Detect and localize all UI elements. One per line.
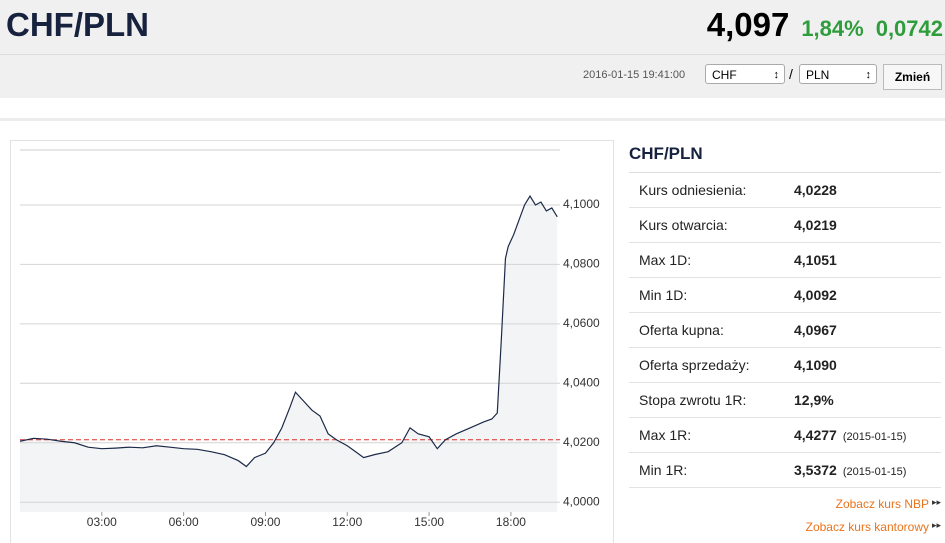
to-currency: PLN: [806, 68, 830, 82]
row-label: Kurs odniesienia:: [639, 182, 747, 198]
quote: 4,097 1,84% 0,0742: [707, 6, 943, 44]
value-text: 12,9%: [794, 392, 834, 408]
row-label: Min 1D:: [639, 287, 688, 303]
row-label: Max 1D:: [639, 252, 692, 268]
value-text: 3,5372: [794, 462, 837, 478]
y-tick-label: 4,1000: [563, 197, 600, 211]
row-note: (2015-01-15): [842, 466, 907, 478]
price: 4,097: [706, 6, 790, 43]
panel-title: CHF/PLN: [629, 140, 941, 173]
value-text: 4,1090: [794, 357, 837, 373]
x-tick-label: 03:00: [87, 515, 117, 529]
y-tick-label: 4,0200: [563, 435, 600, 449]
value-text: 4,4277: [794, 427, 837, 443]
row-label: Kurs otwarcia:: [639, 217, 728, 233]
link[interactable]: Zobacz kurs kantorowy: [629, 520, 941, 534]
info-row: Max 1R: 4,4277 (2015-01-15): [629, 418, 941, 453]
value-text: 4,0228: [794, 182, 837, 198]
row-value: 4,4277 (2015-01-15): [794, 418, 906, 454]
y-tick-label: 4,0600: [563, 316, 600, 330]
row-value: 4,0092: [794, 278, 837, 312]
value-text: 4,0967: [794, 322, 837, 338]
info-row: Stopa zwrotu 1R: 12,9%: [629, 383, 941, 418]
row-label: Oferta kupna:: [639, 322, 724, 338]
x-tick-label: 15:00: [414, 515, 444, 529]
chart: 4,0000 4,0200 4,0400 4,0600 4,0800 4,1000 03:0…: [10, 140, 614, 543]
row-note: (2015-01-15): [842, 431, 907, 443]
header: [0, 0, 945, 98]
pair-title: CHF/PLN: [6, 6, 149, 43]
band: [0, 118, 945, 121]
value-text: 4,0219: [794, 217, 837, 233]
row-value: 3,5372 (2015-01-15): [794, 453, 906, 489]
info-row: Oferta kupna: 4,0967: [629, 313, 941, 348]
x-tick-label: 18:00: [496, 515, 526, 529]
price-line: [19, 194, 558, 468]
change-button[interactable]: Zmień: [883, 64, 942, 90]
change-abs: 0,0742: [875, 16, 943, 41]
x-tick-label: 06:00: [169, 515, 199, 529]
info-row: Max 1D: 4,1051: [629, 243, 941, 278]
link[interactable]: Zobacz kurs NBP: [629, 497, 941, 511]
value-text: 4,0092: [794, 287, 837, 303]
from-select[interactable]: CHF: [705, 64, 785, 85]
change-pct: 1,84%: [801, 16, 864, 41]
row-value: 4,1090: [794, 348, 837, 382]
slash: /: [789, 66, 793, 82]
info-row: Kurs otwarcia: 4,0219: [629, 208, 941, 243]
y-tick-label: 4,0000: [563, 494, 600, 508]
value-text: 4,1051: [794, 252, 837, 268]
row-value: 4,0228: [794, 173, 837, 207]
from-currency: CHF: [712, 68, 737, 82]
row-value: 4,1051: [794, 243, 837, 277]
info-row: Min 1D: 4,0092: [629, 278, 941, 313]
x-tick-label: 12:00: [332, 515, 362, 529]
info-row: Kurs odniesienia: 4,0228: [629, 173, 941, 208]
row-label: Max 1R:: [639, 427, 692, 443]
row-label: Stopa zwrotu 1R:: [639, 392, 747, 408]
x-tick-label: 09:00: [250, 515, 280, 529]
to-select[interactable]: PLN: [799, 64, 877, 85]
separator: [0, 54, 945, 55]
row-label: Min 1R:: [639, 462, 688, 478]
info-panel: CHF/PLN Kurs odniesienia: 4,0228 Kurs otwa…: [629, 140, 941, 534]
row-value: 12,9%: [794, 383, 834, 417]
row-value: 4,0967: [794, 313, 837, 347]
y-tick-label: 4,0400: [563, 375, 600, 389]
y-tick-label: 4,0800: [563, 257, 600, 271]
info-row: Oferta sprzedaży: 4,1090: [629, 348, 941, 383]
row-value: 4,0219: [794, 208, 837, 242]
timestamp: 2016-01-15 19:41:00: [583, 69, 686, 81]
area-fill: [20, 196, 558, 512]
info-row: Min 1R: 3,5372 (2015-01-15): [629, 453, 941, 488]
chart-frame: [10, 140, 614, 543]
row-label: Oferta sprzedaży:: [639, 357, 750, 373]
